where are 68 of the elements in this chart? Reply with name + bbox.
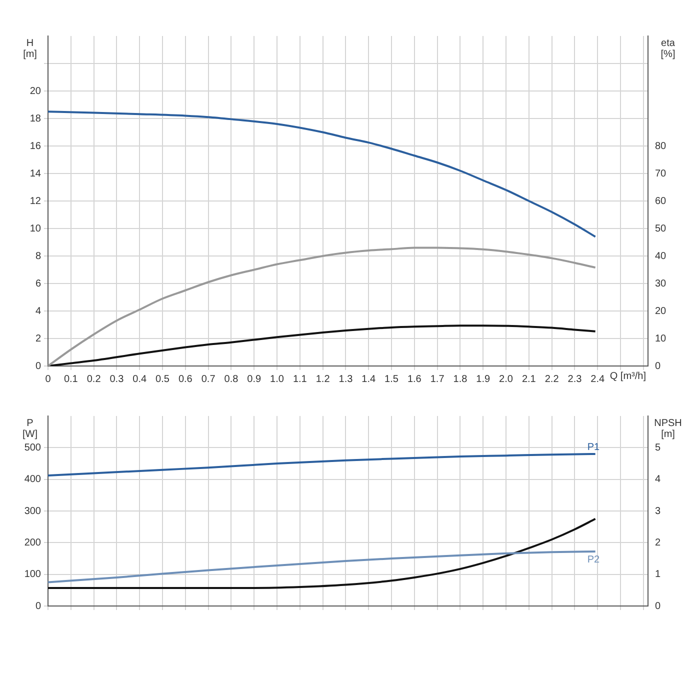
y2-axis-title: NPSH [m] <box>654 418 682 440</box>
y2-tick-label: 20 <box>655 306 667 317</box>
y2-tick-label: 30 <box>655 278 667 290</box>
y-tick-label: 6 <box>35 278 42 290</box>
x-tick-label: 0 <box>45 374 52 385</box>
y-axis-title: H [m] <box>23 38 38 60</box>
y-tick-label: 300 <box>24 506 42 517</box>
x-tick-label: 0.1 <box>64 374 78 385</box>
y-tick-label: 18 <box>30 113 42 124</box>
line-series <box>48 110 596 238</box>
x-tick-label: 0.5 <box>156 374 170 385</box>
x-tick-label: 1.2 <box>316 374 330 385</box>
x-tick-label: 1.9 <box>476 374 490 385</box>
y2-tick-label: 50 <box>655 223 667 234</box>
y-tick-label: 0 <box>35 360 42 372</box>
y2-axis-title: eta [%] <box>660 38 676 60</box>
y2-tick-label: 60 <box>655 196 667 207</box>
x-tick-label: 1.5 <box>384 374 399 385</box>
y-axis-title: P [W] <box>22 418 38 440</box>
x-tick-label: 1.8 <box>453 374 468 385</box>
y2-tick-label: 10 <box>655 333 667 344</box>
x-tick-label: 1.7 <box>430 374 445 385</box>
x-tick-label: 0.9 <box>247 374 262 385</box>
y-tick-label: 4 <box>35 306 42 317</box>
y-tick-label: 500 <box>24 442 42 454</box>
y-tick-label: 12 <box>30 196 42 207</box>
x-tick-label: 0.3 <box>110 374 124 385</box>
y2-tick-label: 1 <box>655 569 661 580</box>
y2-tick-label: 4 <box>655 474 661 486</box>
line-series <box>48 453 596 477</box>
x-tick-label: 2.0 <box>499 374 514 385</box>
y2-tick-label: 0 <box>655 360 661 372</box>
x-tick-label: 0.6 <box>178 374 193 385</box>
y-tick-label: 100 <box>24 569 42 580</box>
y-tick-label: 8 <box>35 250 42 262</box>
y-tick-label: 200 <box>24 537 42 548</box>
y-tick-label: 0 <box>35 600 42 612</box>
x-tick-label: 2.3 <box>568 374 582 385</box>
x-tick-label: 1.4 <box>362 374 376 385</box>
y-tick-label: 2 <box>35 333 42 344</box>
y-tick-label: 16 <box>30 140 42 152</box>
y-tick-label: 10 <box>30 223 42 234</box>
x-tick-label: 1.0 <box>270 374 284 385</box>
y2-tick-label: 80 <box>655 140 667 152</box>
x-tick-label: 0.7 <box>201 374 216 385</box>
x-tick-label: 2.4 <box>590 374 606 385</box>
y2-tick-label: 2 <box>655 537 661 548</box>
x-tick-label: 1.6 <box>407 374 422 385</box>
x-tick-label: 1.3 <box>338 374 354 385</box>
x-tick-label: 2.2 <box>544 374 560 385</box>
y-tick-label: 20 <box>30 86 42 97</box>
line-series <box>48 324 596 366</box>
line-series <box>48 246 596 366</box>
x-tick-label: 1.1 <box>292 374 308 385</box>
x-axis-title: Q [m³/h] <box>610 370 646 382</box>
x-tick-label: 0.4 <box>132 374 147 385</box>
y-tick-label: 400 <box>24 474 42 486</box>
y2-tick-label: 40 <box>655 250 667 262</box>
x-tick-label: 0.2 <box>86 374 102 385</box>
y2-tick-label: 0 <box>655 600 661 612</box>
y2-tick-label: 3 <box>655 506 661 517</box>
x-tick-label: 2.1 <box>522 374 536 385</box>
y-tick-label: 14 <box>30 168 42 180</box>
x-tick-label: 0.8 <box>224 374 239 385</box>
series-label: P1 <box>587 442 600 453</box>
series-label: P2 <box>587 554 600 566</box>
y2-tick-label: 5 <box>655 442 661 454</box>
y2-tick-label: 70 <box>655 168 667 180</box>
